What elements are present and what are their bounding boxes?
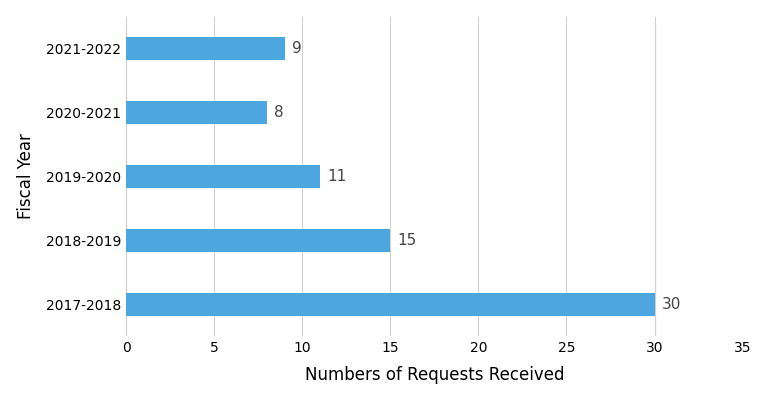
Bar bbox=[126, 229, 390, 252]
Bar bbox=[126, 293, 654, 316]
Text: 9: 9 bbox=[292, 41, 301, 56]
Text: 15: 15 bbox=[397, 233, 416, 248]
Y-axis label: Fiscal Year: Fiscal Year bbox=[17, 134, 35, 219]
X-axis label: Numbers of Requests Received: Numbers of Requests Received bbox=[305, 367, 564, 384]
Text: 11: 11 bbox=[327, 169, 346, 184]
Text: 8: 8 bbox=[274, 105, 283, 120]
Bar bbox=[126, 101, 267, 124]
Text: 30: 30 bbox=[661, 297, 681, 312]
Bar bbox=[126, 165, 319, 188]
Bar bbox=[126, 37, 285, 60]
